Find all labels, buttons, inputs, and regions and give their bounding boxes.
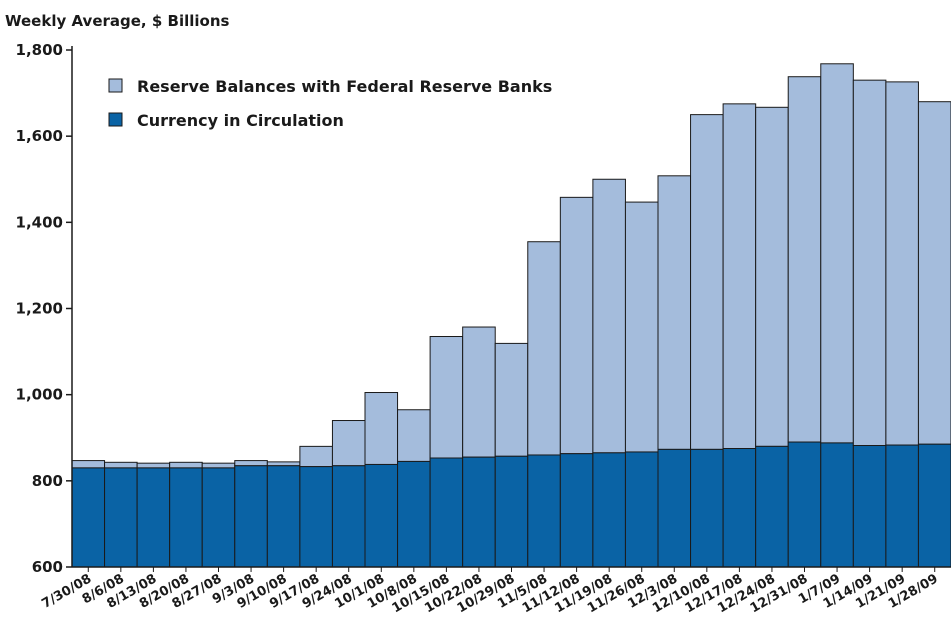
bar-reserves-11/26/08	[624, 201, 659, 453]
bar-reserves-11/5/08	[527, 241, 561, 456]
bar-reserves-10/29/08	[494, 342, 529, 457]
bar-currency-8/20/08	[169, 467, 203, 568]
bar-reserves-1/28/09	[917, 101, 951, 445]
bar-reserves-12/17/08	[722, 103, 757, 450]
bar-currency-10/15/08	[429, 457, 464, 568]
bar-currency-12/17/08	[722, 448, 757, 568]
bar-currency-12/24/08	[755, 445, 789, 568]
bar-reserves-8/27/08	[201, 462, 236, 469]
bar-currency-12/10/08	[690, 448, 724, 568]
bar-currency-11/5/08	[527, 454, 561, 568]
bar-reserves-1/14/09	[852, 79, 887, 447]
bar-currency-1/7/09	[820, 442, 854, 568]
bar-reserves-8/20/08	[169, 461, 203, 469]
bars	[71, 63, 951, 568]
bar-reserves-12/3/08	[657, 175, 692, 450]
y-tick-label: 1,800	[16, 41, 63, 59]
legend-label-reserves: Reserve Balances with Federal Reserve Ba…	[137, 77, 552, 96]
bar-currency-8/13/08	[136, 467, 171, 568]
bar-reserves-9/17/08	[299, 445, 333, 468]
bar-reserves-11/12/08	[559, 196, 594, 455]
bar-reserves-1/7/09	[820, 63, 854, 444]
bar-currency-12/3/08	[657, 448, 692, 568]
y-tick-label: 1,400	[16, 213, 63, 231]
bar-currency-10/8/08	[397, 460, 431, 568]
bar-reserves-8/13/08	[136, 462, 171, 469]
bar-currency-10/22/08	[462, 456, 496, 568]
y-tick-label: 1,600	[16, 127, 63, 145]
y-tick-label: 800	[32, 472, 63, 490]
bar-currency-1/28/09	[917, 443, 951, 568]
x-axis: 7/30/088/6/088/13/088/20/088/27/089/3/08…	[39, 566, 951, 616]
bar-currency-8/6/08	[104, 467, 138, 568]
bar-reserves-8/6/08	[104, 461, 138, 469]
bar-currency-12/31/08	[787, 441, 822, 568]
bar-currency-9/10/08	[266, 465, 301, 568]
bar-currency-11/12/08	[559, 453, 594, 568]
bar-currency-9/17/08	[299, 466, 333, 568]
bar-currency-9/24/08	[331, 465, 366, 568]
bar-reserves-10/15/08	[429, 336, 464, 459]
bar-currency-1/14/09	[852, 445, 887, 568]
bar-reserves-10/8/08	[397, 409, 431, 462]
bar-reserves-1/21/09	[885, 81, 919, 446]
bar-currency-8/27/08	[201, 467, 236, 568]
bar-currency-7/30/08	[71, 467, 106, 568]
legend: Reserve Balances with Federal Reserve Ba…	[108, 77, 552, 130]
legend-label-currency: Currency in Circulation	[137, 111, 344, 130]
bar-reserves-10/22/08	[462, 326, 496, 458]
bar-reserves-9/10/08	[266, 461, 301, 467]
bar-currency-10/1/08	[364, 463, 399, 568]
chart-title: Weekly Average, $ Billions	[5, 12, 229, 30]
bar-currency-10/29/08	[494, 455, 529, 568]
bar-currency-1/21/09	[885, 444, 919, 568]
bar-reserves-12/24/08	[755, 106, 789, 447]
y-axis: 600 800 1,000 1,200 1,400 1,600 1,800	[16, 41, 73, 576]
y-tick-label: 1,200	[16, 300, 63, 318]
y-tick-label: 1,000	[16, 386, 63, 404]
legend-swatch-reserves	[108, 78, 123, 93]
y-tick-label: 600	[32, 558, 63, 576]
bar-reserves-12/31/08	[787, 76, 822, 443]
bar-reserves-11/19/08	[592, 178, 626, 454]
bar-reserves-10/1/08	[364, 392, 399, 465]
bar-currency-11/19/08	[592, 452, 626, 568]
bar-reserves-7/30/08	[71, 460, 106, 469]
bar-currency-11/26/08	[624, 451, 659, 568]
bar-reserves-9/24/08	[331, 420, 366, 467]
bar-currency-9/3/08	[234, 465, 268, 568]
bar-reserves-9/3/08	[234, 460, 268, 467]
bar-reserves-12/10/08	[690, 114, 724, 450]
legend-swatch-currency	[108, 112, 123, 127]
